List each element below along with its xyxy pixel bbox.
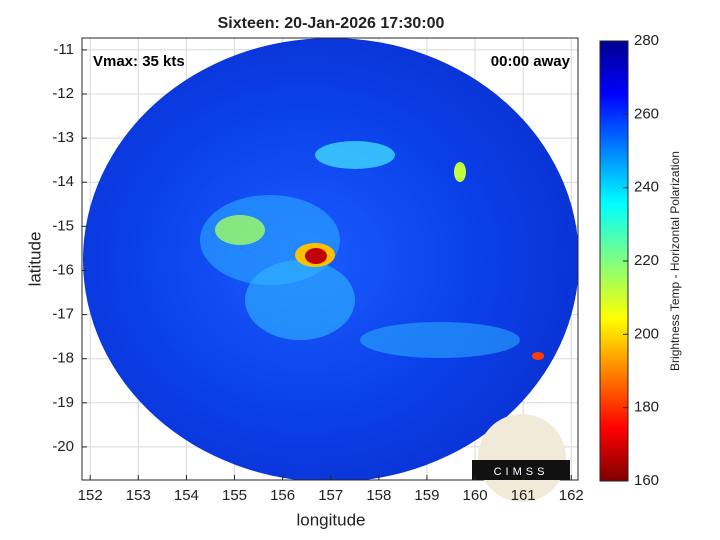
image [83,38,578,480]
y-tick-label: -12 [52,85,74,102]
cloud [315,141,395,169]
colorbar-tick-label: 200 [634,325,659,342]
logo: CIMSS [472,414,570,502]
x-tick-label: 157 [318,487,343,504]
colorbar-tick-label: 260 [634,105,659,122]
core [305,248,327,264]
x-tick-label: 160 [463,487,488,504]
x-axis-label: longitude [296,510,365,529]
logo-text: CIMSS [494,466,549,478]
cloud [360,322,520,358]
colorbar-tick-label: 160 [634,472,659,489]
y-tick-label: -19 [52,394,74,411]
y-axis-label: latitude [25,232,44,287]
y-tick-label: -16 [52,261,74,278]
annotation: 00:00 away [491,53,571,70]
x-tick-label: 154 [174,487,199,504]
colorbar-label: Brightness Temp - Horizontal Polarizatio… [668,151,682,371]
cloud [215,215,265,245]
x-tick-label: 158 [366,487,391,504]
x-tick-label: 156 [270,487,295,504]
cloud [532,352,544,360]
y-tick-label: -18 [52,350,74,367]
y-tick-label: -20 [52,438,74,455]
x-tick-label: 152 [78,487,103,504]
cloud [245,260,355,340]
y-tick-label: -17 [52,306,74,323]
cloud [454,162,466,182]
colorbar-tick-label: 220 [634,252,659,269]
x-tick-label: 162 [559,487,584,504]
y-tick-label: -13 [52,129,74,146]
chart-title: Sixteen: 20-Jan-2026 17:30:00 [218,15,445,32]
x-tick-label: 155 [222,487,247,504]
axes-box [81,37,579,481]
colorbar-tick-label: 180 [634,399,659,416]
annotation: Vmax: 35 kts [93,53,185,70]
y-tick-label: -14 [52,173,74,190]
colorbar-tick-label: 240 [634,179,659,196]
x-tick-label: 161 [511,487,536,504]
y-tick-label: -15 [52,217,74,234]
x-tick-label: 153 [126,487,151,504]
y-tick-label: -11 [53,41,74,58]
x-tick-label: 159 [414,487,439,504]
colorbar-tick-label: 280 [634,32,659,49]
